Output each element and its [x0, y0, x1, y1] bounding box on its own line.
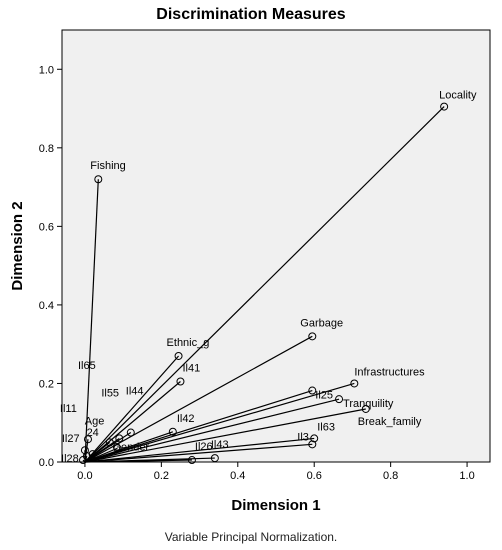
y-tick-label: 0.6	[39, 221, 54, 233]
x-tick-label: 0.6	[307, 470, 322, 482]
y-tick-label: 0.0	[39, 457, 54, 469]
point-label: Il55	[101, 387, 119, 399]
chart-title: Discrimination Measures	[156, 6, 346, 23]
x-tick-label: 0.2	[154, 470, 169, 482]
point-label: Il27	[62, 433, 80, 445]
point-label: Il11	[60, 403, 77, 415]
vector-line	[84, 447, 118, 463]
point-label: Il25	[315, 390, 333, 402]
vector-line	[82, 459, 86, 463]
point-label: Garbage	[300, 317, 343, 329]
vector-line	[84, 389, 313, 463]
data-point	[79, 456, 88, 465]
point-label: Il44	[126, 386, 144, 398]
data-point	[105, 438, 114, 447]
vector-line	[84, 443, 313, 463]
data-point	[83, 435, 92, 444]
data-point	[210, 454, 219, 463]
point-label: Il63	[317, 421, 335, 433]
data-point	[350, 379, 359, 388]
x-tick-label: 0.0	[77, 470, 92, 482]
data-point	[308, 332, 317, 341]
vector-line	[84, 431, 174, 463]
point-label: Il65	[78, 360, 96, 372]
vector-line	[84, 106, 445, 463]
point-label: Il41	[182, 362, 200, 374]
vector-line	[84, 355, 180, 463]
vector-line	[84, 432, 132, 463]
data-layer: Locality Fishing Garbage Ethnic_g Infrastruc…	[60, 90, 477, 465]
chart-footnote: Variable Principal Normalization.	[164, 530, 338, 544]
y-axis-label: Dimension 2	[9, 201, 26, 290]
data-point	[174, 351, 183, 360]
x-tick-label: 0.8	[383, 470, 398, 482]
point-label: 24	[87, 427, 99, 439]
vector-line	[84, 408, 366, 463]
point-label: Infrastructures	[354, 366, 425, 378]
point-label: Tranquility	[343, 398, 394, 410]
data-point	[335, 395, 344, 404]
data-point	[176, 377, 185, 386]
point-label: Il28	[61, 453, 79, 465]
y-tick-label: 0.2	[39, 378, 54, 390]
data-point	[310, 434, 319, 443]
data-point	[88, 450, 97, 459]
vector-line	[84, 179, 99, 463]
vector-line	[84, 457, 215, 463]
point-label: Gender	[112, 441, 149, 453]
vector-line	[84, 382, 355, 463]
y-tick-label: 0.8	[39, 143, 54, 155]
x-axis-label: Dimension 1	[231, 497, 320, 514]
data-point	[308, 440, 317, 449]
vector-line	[84, 335, 313, 463]
vector-line	[84, 381, 181, 463]
data-point	[115, 434, 124, 443]
data-point	[80, 446, 89, 455]
data-point	[94, 175, 103, 184]
plot-background	[61, 29, 491, 463]
point-label: Ethnic_g	[167, 337, 210, 349]
data-point	[440, 102, 449, 111]
point-label: Break_family	[358, 416, 422, 428]
data-point	[187, 456, 196, 465]
data-point	[308, 386, 317, 395]
point-label: Il3	[297, 431, 309, 443]
vector-line	[84, 437, 315, 463]
x-tick-label: 1.0	[459, 470, 474, 482]
point-label: Age	[85, 415, 105, 427]
data-point	[126, 428, 135, 437]
data-point	[168, 427, 177, 436]
y-tick-label: 1.0	[39, 64, 54, 76]
point-label: Il43	[211, 439, 229, 451]
x-tick-label: 0.4	[230, 470, 245, 482]
y-tick-label: 0.4	[39, 300, 54, 312]
point-label: Locality	[439, 90, 477, 102]
point-label: Fishing	[90, 160, 125, 172]
data-point	[113, 444, 122, 453]
point-label: Il26	[195, 441, 213, 453]
vector-line	[84, 398, 340, 463]
point-label: Il42	[177, 413, 195, 425]
data-point	[361, 404, 370, 413]
